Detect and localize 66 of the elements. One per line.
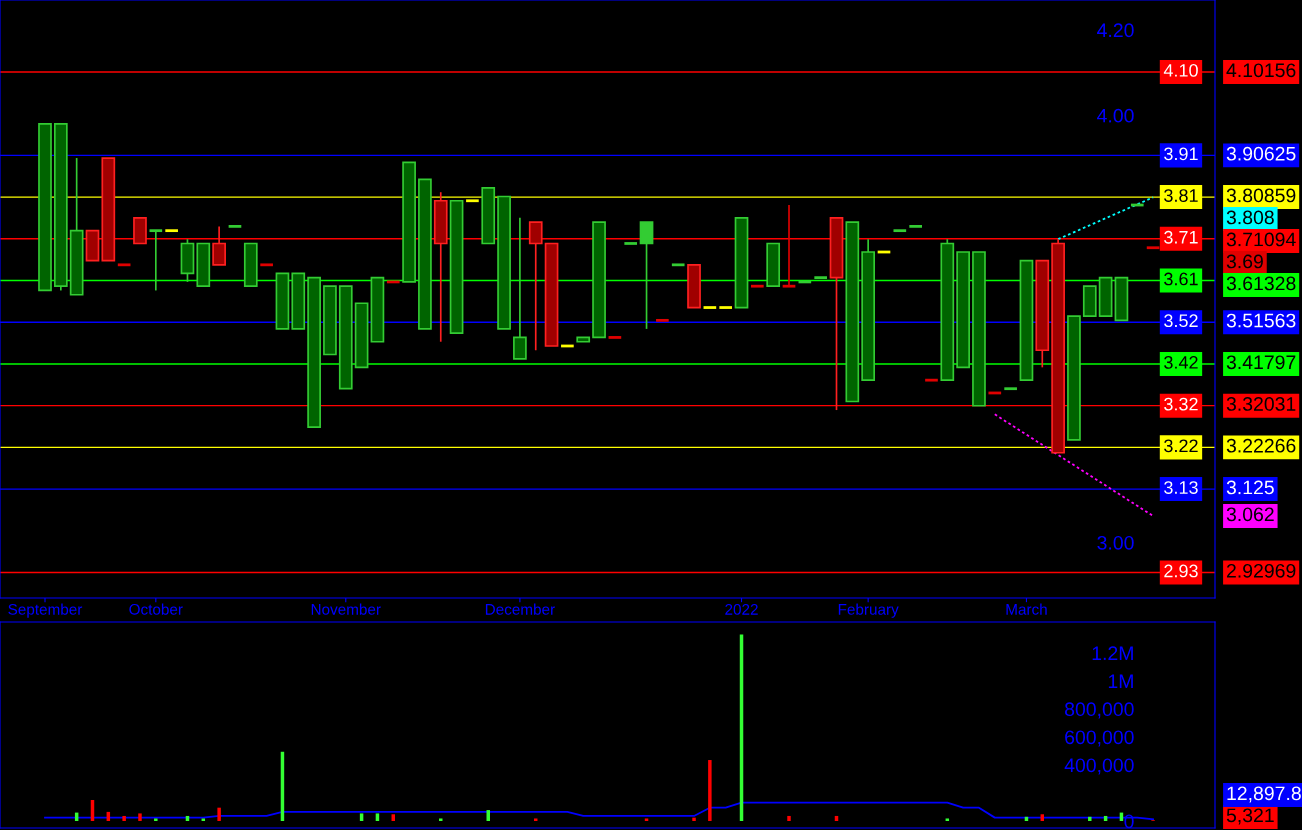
x-tick-label: 2022 — [725, 603, 758, 615]
y-tick-label: 3.00 — [1097, 535, 1134, 550]
ref-line-label: 3.52 — [1164, 314, 1198, 328]
bar — [138, 813, 142, 821]
y-tick-label: 1.2M — [1092, 646, 1133, 660]
x-tick-label: November — [311, 603, 381, 615]
ref-line-label: 4.10 — [1163, 64, 1198, 77]
ref-line-label: 3.32 — [1164, 397, 1198, 411]
y-tick-label: 400,000 — [1064, 758, 1134, 775]
text: 3.062 — [1226, 507, 1274, 522]
text: 3.69 — [1226, 254, 1263, 269]
candlestick — [212, 225, 226, 266]
bar — [1088, 816, 1092, 821]
bar — [439, 818, 443, 821]
candlestick — [639, 221, 654, 330]
bar — [708, 760, 712, 821]
x-tick-label: February — [838, 603, 899, 618]
bar — [1040, 814, 1045, 821]
y-tick-label: 800,000 — [1065, 702, 1134, 719]
y-tick-label: 1M — [1108, 674, 1133, 688]
bar — [533, 818, 538, 821]
text: 2.92969 — [1226, 563, 1296, 578]
bar — [787, 815, 791, 821]
text: 3.32031 — [1226, 397, 1296, 411]
bar — [644, 818, 649, 821]
text: 3.61328 — [1226, 276, 1296, 291]
bar — [486, 810, 490, 821]
x-tick-label: December — [485, 603, 555, 615]
ref-line-label: 3.42 — [1164, 356, 1198, 369]
candlestick — [528, 221, 543, 352]
ref-line-label: 3.81 — [1164, 189, 1198, 202]
text: 3.90625 — [1226, 146, 1296, 161]
x-tick-label: October — [129, 603, 183, 615]
text: 3.808 — [1226, 210, 1274, 225]
ref-line-label: 3.13 — [1164, 481, 1198, 494]
bar — [375, 813, 380, 821]
y-tick-label: 4.00 — [1097, 108, 1134, 123]
text: 3.22266 — [1226, 438, 1296, 453]
x-tick-label: September — [8, 603, 83, 618]
bar — [692, 817, 696, 821]
ref-line-label: 3.22 — [1164, 439, 1198, 453]
candlestick — [781, 204, 797, 288]
candlestick — [513, 217, 527, 360]
text: 5,321 — [1226, 808, 1274, 825]
bar — [201, 818, 206, 821]
bar — [122, 815, 126, 821]
bar — [945, 818, 950, 821]
bar — [217, 807, 221, 821]
y-tick-label: 600,000 — [1065, 730, 1134, 747]
bar — [359, 813, 364, 821]
candlestick — [148, 229, 164, 292]
bar — [154, 818, 158, 821]
text: 3.51563 — [1226, 313, 1296, 328]
text: 3.71094 — [1226, 232, 1296, 247]
text: 3.125 — [1226, 480, 1274, 495]
ref-line-label: 3.91 — [1164, 147, 1198, 161]
ref-line-label: 3.61 — [1164, 272, 1198, 286]
text: 3.80859 — [1226, 188, 1296, 203]
bar — [391, 814, 395, 821]
x-tick-label: March — [1006, 603, 1047, 615]
text: 12,897.8 — [1227, 786, 1301, 803]
y-tick-label: 4.20 — [1097, 23, 1134, 38]
text: 4.10156 — [1226, 63, 1296, 78]
ref-line-label: 3.71 — [1164, 230, 1198, 244]
text: 3.41797 — [1226, 355, 1296, 370]
ref-line-label: 2.93 — [1164, 564, 1198, 578]
